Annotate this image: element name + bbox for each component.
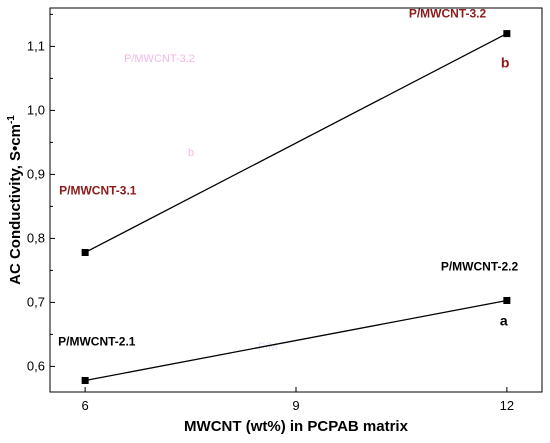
annotation-layer: P/MWCNT-3.2 b P/MWCNT-3.1 P/MWCNT-2.2 a P/MWC… [58, 7, 518, 349]
series-2-line [85, 299, 507, 382]
y-axis-title-sup: -1 [6, 115, 17, 124]
x-tick-label: 9 [292, 398, 299, 413]
x-axis-title: MWCNT (wt%) in PCPAB matrix [184, 418, 409, 435]
ghost-pm: P/M [258, 341, 278, 353]
ann-pmwcnt-3-1: P/MWCNT-3.1 [59, 183, 137, 197]
ann-pmwcnt-2-2: P/MWCNT-2.2 [441, 259, 519, 273]
y-tick-label: 0,8 [27, 230, 45, 245]
ann-pmwcnt-3-2: P/MWCNT-3.2 [409, 7, 487, 21]
y-tick-label: 0,7 [27, 294, 45, 309]
y-tick-label: 1,1 [27, 38, 45, 53]
ann-b: b [501, 55, 510, 71]
series-1-marker [81, 248, 89, 256]
y-axis-title-main: AC Conductivity, S•cm [7, 124, 24, 285]
y-tick-label: 0,9 [27, 166, 45, 181]
ghost-b: b [188, 147, 194, 159]
series-layer [81, 30, 511, 384]
axis-ticks: 6 9 12 0,6 0,7 0,8 0,9 1,0 1,1 [27, 13, 514, 413]
ann-a: a [500, 312, 508, 328]
series-1-line [84, 33, 508, 254]
ghost-text-layer: P/MWCNT-3.2 b P/M [124, 53, 278, 353]
y-tick-label: 1,0 [27, 102, 45, 117]
y-axis-title: AC Conductivity, S•cm-1 [6, 115, 24, 285]
x-tick-label: 6 [82, 398, 89, 413]
series-1-marker [503, 30, 511, 38]
x-tick-label: 12 [500, 398, 514, 413]
ghost-pmwcnt-3-2: P/MWCNT-3.2 [124, 53, 195, 65]
y-tick-label: 0,6 [27, 358, 45, 373]
series-2-marker [503, 296, 511, 304]
ann-pmwcnt-2-1: P/MWCNT-2.1 [58, 334, 136, 348]
series-2-marker [81, 376, 89, 384]
